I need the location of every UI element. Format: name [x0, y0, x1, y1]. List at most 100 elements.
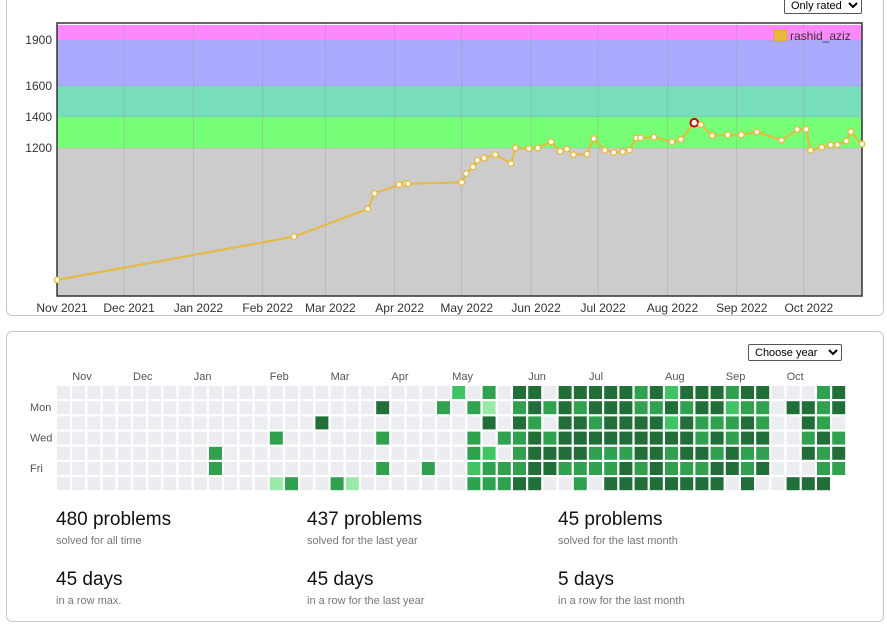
- heatmap-cell[interactable]: [178, 416, 192, 430]
- data-point[interactable]: [778, 136, 785, 144]
- heatmap-cell[interactable]: [330, 416, 344, 430]
- heatmap-cell[interactable]: [467, 416, 481, 430]
- heatmap-cell[interactable]: [741, 431, 754, 445]
- heatmap-cell[interactable]: [558, 446, 572, 460]
- heatmap-cell[interactable]: [117, 386, 131, 399]
- heatmap-cell[interactable]: [224, 462, 238, 475]
- heatmap-cell[interactable]: [72, 431, 86, 445]
- heatmap-cell[interactable]: [87, 401, 101, 415]
- heatmap-cell[interactable]: [87, 386, 101, 399]
- highlighted-point[interactable]: [689, 117, 700, 128]
- heatmap-cell[interactable]: [406, 401, 420, 415]
- heatmap-cell[interactable]: [117, 431, 131, 445]
- heatmap-cell[interactable]: [695, 416, 709, 430]
- heatmap-cell[interactable]: [178, 386, 192, 399]
- data-point[interactable]: [650, 133, 658, 141]
- heatmap-cell[interactable]: [269, 386, 283, 399]
- heatmap-cell[interactable]: [330, 386, 344, 399]
- heatmap-cell[interactable]: [771, 446, 785, 460]
- heatmap-cell[interactable]: [695, 401, 709, 415]
- data-point[interactable]: [473, 156, 481, 164]
- heatmap-cell[interactable]: [57, 401, 70, 415]
- heatmap-cell[interactable]: [741, 401, 754, 415]
- heatmap-cell[interactable]: [619, 446, 633, 460]
- heatmap-cell[interactable]: [528, 416, 542, 430]
- heatmap-cell[interactable]: [634, 416, 648, 430]
- heatmap-cell[interactable]: [193, 431, 207, 445]
- heatmap-cell[interactable]: [300, 462, 314, 475]
- heatmap-cell[interactable]: [421, 401, 435, 415]
- heatmap-cell[interactable]: [482, 431, 496, 445]
- data-point[interactable]: [847, 128, 855, 136]
- heatmap-cell[interactable]: [148, 416, 162, 430]
- heatmap-cell[interactable]: [589, 446, 602, 460]
- heatmap-cell[interactable]: [680, 416, 694, 430]
- data-point[interactable]: [737, 131, 745, 139]
- heatmap-cell[interactable]: [573, 462, 587, 475]
- heatmap-cell[interactable]: [619, 386, 633, 399]
- heatmap-cell[interactable]: [482, 477, 496, 491]
- heatmap-cell[interactable]: [87, 462, 101, 475]
- heatmap-cell[interactable]: [528, 462, 542, 475]
- heatmap-cell[interactable]: [817, 462, 830, 475]
- heatmap-cell[interactable]: [832, 416, 846, 430]
- heatmap-cell[interactable]: [756, 477, 770, 491]
- data-point[interactable]: [364, 205, 372, 213]
- heatmap-cell[interactable]: [528, 477, 542, 491]
- heatmap-cell[interactable]: [497, 446, 511, 460]
- heatmap-cell[interactable]: [528, 431, 542, 445]
- heatmap-cell[interactable]: [193, 401, 207, 415]
- heatmap-cell[interactable]: [163, 446, 177, 460]
- heatmap-cell[interactable]: [786, 477, 800, 491]
- heatmap-cell[interactable]: [269, 446, 283, 460]
- heatmap-cell[interactable]: [178, 477, 192, 491]
- heatmap-cell[interactable]: [148, 401, 162, 415]
- heatmap-cell[interactable]: [209, 431, 222, 445]
- heatmap-cell[interactable]: [786, 386, 800, 399]
- heatmap-cell[interactable]: [361, 386, 374, 399]
- heatmap-cell[interactable]: [589, 401, 602, 415]
- heatmap-cell[interactable]: [421, 477, 435, 491]
- data-point[interactable]: [491, 151, 499, 159]
- heatmap-cell[interactable]: [315, 462, 329, 475]
- heatmap-cell[interactable]: [665, 416, 678, 430]
- heatmap-cell[interactable]: [315, 401, 329, 415]
- heatmap-cell[interactable]: [391, 401, 405, 415]
- heatmap-cell[interactable]: [315, 431, 329, 445]
- heatmap-cell[interactable]: [741, 462, 754, 475]
- heatmap-cell[interactable]: [680, 477, 694, 491]
- heatmap-cell[interactable]: [467, 401, 481, 415]
- heatmap-cell[interactable]: [148, 446, 162, 460]
- heatmap-cell[interactable]: [209, 416, 222, 430]
- heatmap-cell[interactable]: [649, 446, 663, 460]
- heatmap-cell[interactable]: [452, 462, 466, 475]
- heatmap-cell[interactable]: [87, 416, 101, 430]
- heatmap-cell[interactable]: [345, 477, 359, 491]
- heatmap-cell[interactable]: [72, 401, 86, 415]
- heatmap-cell[interactable]: [269, 431, 283, 445]
- heatmap-cell[interactable]: [87, 477, 101, 491]
- heatmap-cell[interactable]: [391, 416, 405, 430]
- data-point[interactable]: [458, 178, 466, 186]
- heatmap-cell[interactable]: [285, 446, 298, 460]
- heatmap-cell[interactable]: [102, 462, 116, 475]
- heatmap-cell[interactable]: [330, 477, 344, 491]
- heatmap-cell[interactable]: [817, 446, 830, 460]
- data-point[interactable]: [480, 154, 488, 162]
- heatmap-cell[interactable]: [361, 416, 374, 430]
- data-point[interactable]: [677, 136, 685, 143]
- heatmap-cell[interactable]: [148, 462, 162, 475]
- heatmap-cell[interactable]: [209, 477, 222, 491]
- data-point[interactable]: [858, 140, 866, 148]
- data-point[interactable]: [583, 150, 591, 158]
- heatmap-cell[interactable]: [497, 401, 511, 415]
- heatmap-cell[interactable]: [513, 462, 526, 475]
- heatmap-cell[interactable]: [634, 386, 648, 399]
- data-point[interactable]: [637, 134, 645, 142]
- data-point[interactable]: [547, 138, 555, 146]
- heatmap-cell[interactable]: [680, 401, 694, 415]
- heatmap-cell[interactable]: [725, 431, 739, 445]
- heatmap-cell[interactable]: [300, 386, 314, 399]
- data-point[interactable]: [601, 146, 609, 154]
- heatmap-cell[interactable]: [695, 477, 709, 491]
